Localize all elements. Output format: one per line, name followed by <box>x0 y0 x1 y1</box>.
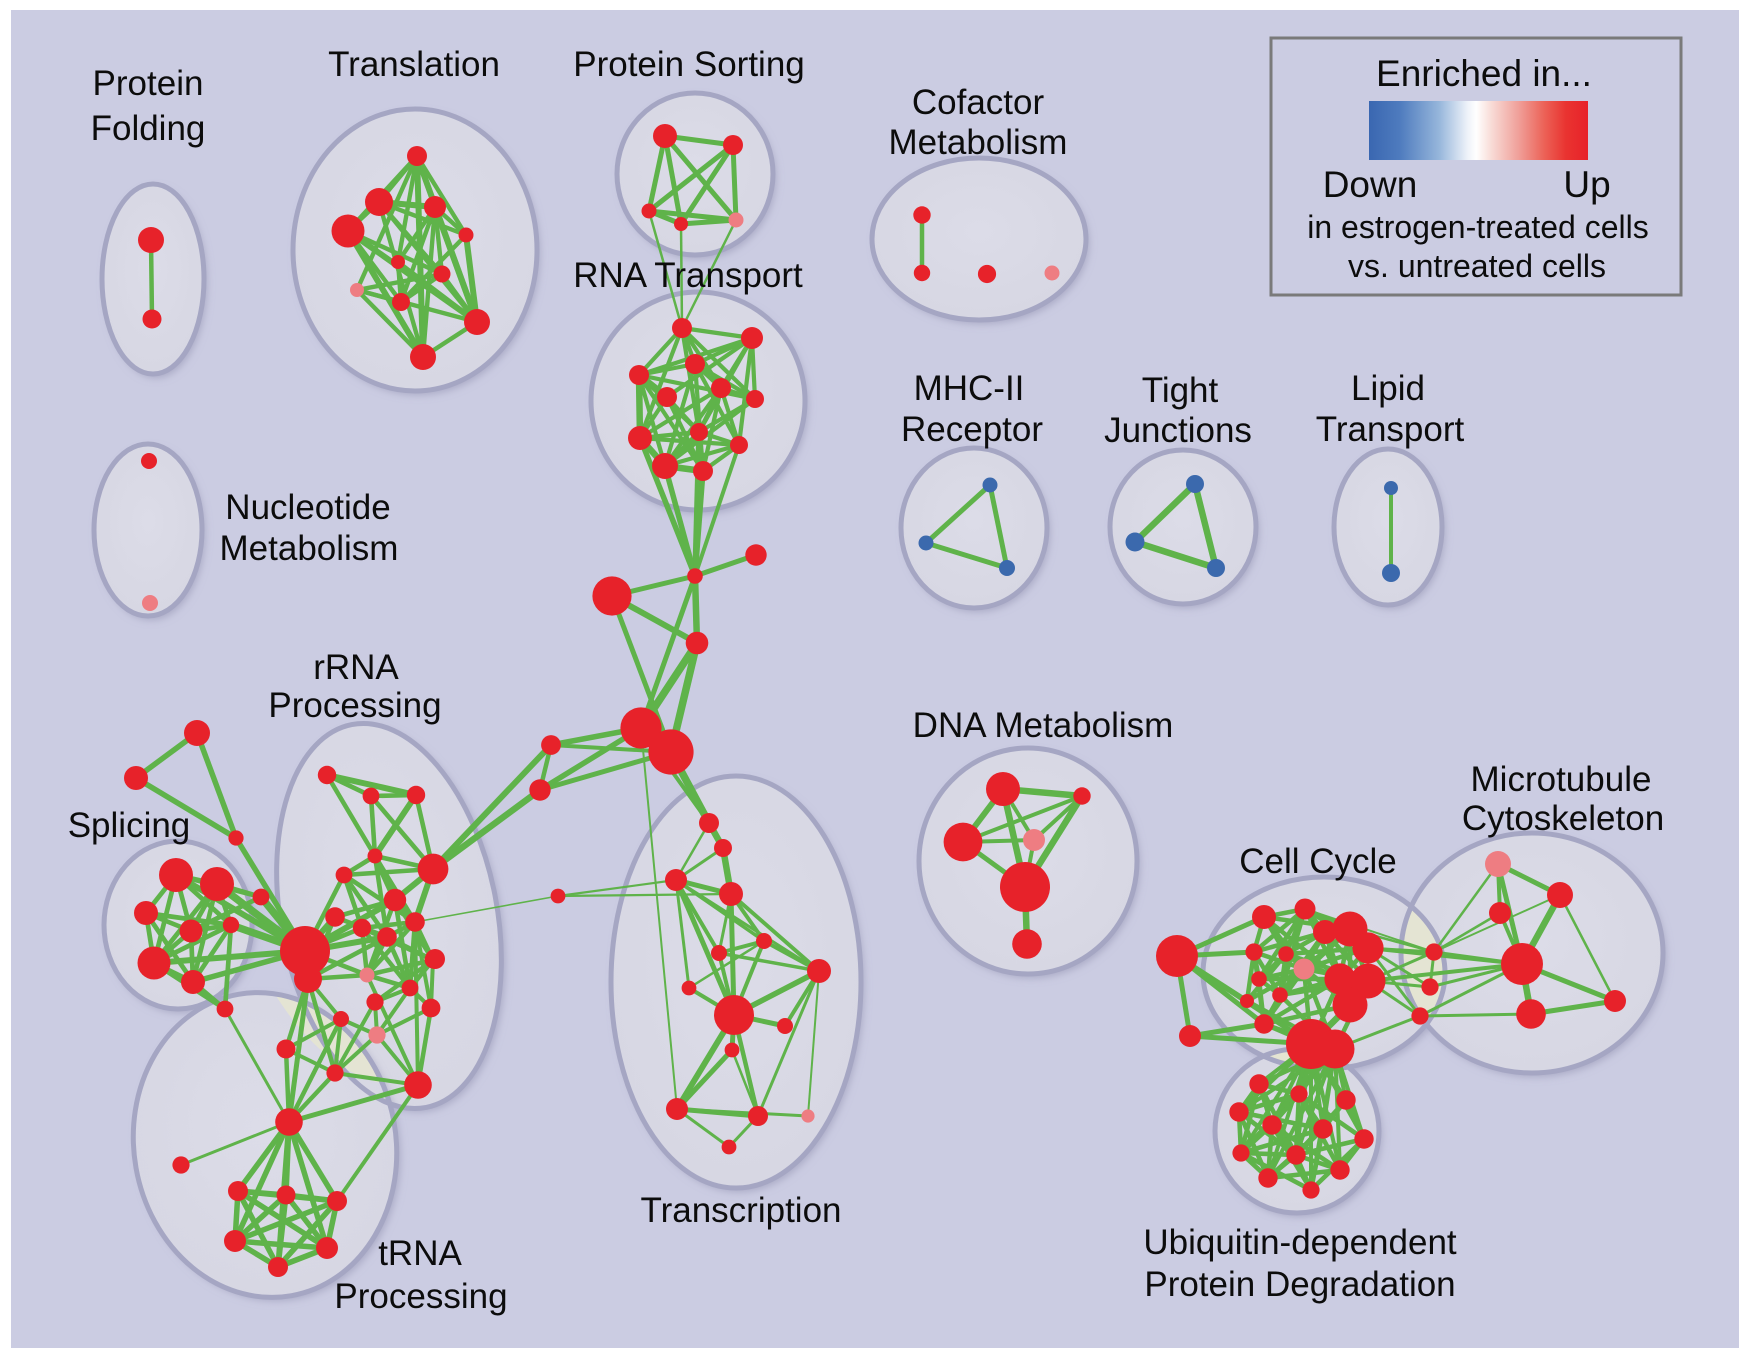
svg-text:Cell Cycle: Cell Cycle <box>1239 842 1397 881</box>
svg-text:Cytoskeleton: Cytoskeleton <box>1462 799 1664 838</box>
svg-text:Up: Up <box>1563 164 1610 205</box>
svg-text:Metabolism: Metabolism <box>220 529 399 568</box>
svg-text:Transport: Transport <box>1316 410 1465 449</box>
svg-text:Translation: Translation <box>328 45 500 84</box>
svg-text:MHC-II: MHC-II <box>914 369 1025 408</box>
svg-text:Receptor: Receptor <box>901 410 1043 449</box>
svg-text:Protein: Protein <box>93 64 204 103</box>
svg-text:Ubiquitin-dependent: Ubiquitin-dependent <box>1143 1223 1457 1262</box>
svg-text:vs. untreated cells: vs. untreated cells <box>1348 248 1606 284</box>
svg-text:RNA Transport: RNA Transport <box>573 256 803 295</box>
svg-text:Processing: Processing <box>334 1277 507 1316</box>
svg-text:Microtubule: Microtubule <box>1471 760 1652 799</box>
svg-text:Lipid: Lipid <box>1351 369 1425 408</box>
svg-text:tRNA: tRNA <box>378 1234 462 1273</box>
svg-text:in estrogen-treated cells: in estrogen-treated cells <box>1307 209 1649 245</box>
svg-text:Metabolism: Metabolism <box>889 123 1068 162</box>
svg-text:Cofactor: Cofactor <box>912 83 1045 122</box>
svg-text:rRNA: rRNA <box>313 648 399 687</box>
svg-text:Junctions: Junctions <box>1104 411 1252 450</box>
svg-text:Enriched in...: Enriched in... <box>1376 53 1592 94</box>
svg-text:Tight: Tight <box>1142 371 1219 410</box>
svg-text:Processing: Processing <box>268 686 441 725</box>
svg-text:Nucleotide: Nucleotide <box>225 488 390 527</box>
svg-text:Protein Sorting: Protein Sorting <box>573 45 805 84</box>
svg-text:Folding: Folding <box>91 109 206 148</box>
svg-text:Protein Degradation: Protein Degradation <box>1144 1265 1455 1304</box>
svg-text:DNA Metabolism: DNA Metabolism <box>913 706 1174 745</box>
svg-text:Down: Down <box>1323 164 1418 205</box>
svg-text:Splicing: Splicing <box>68 806 191 845</box>
svg-text:Transcription: Transcription <box>641 1191 842 1230</box>
